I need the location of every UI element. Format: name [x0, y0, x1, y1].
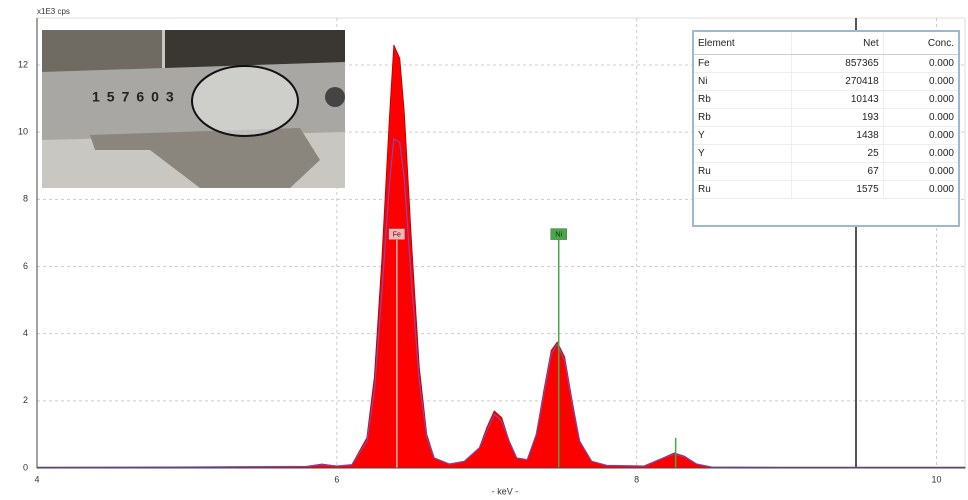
table-cell: 0.000 — [882, 162, 958, 181]
table-cell: 0.000 — [882, 72, 958, 91]
table-row: Ni 270418 0.000 — [694, 72, 958, 91]
marker-label: Ni — [555, 231, 562, 238]
table-cell: 10143 — [791, 90, 884, 109]
table-cell: 0.000 — [882, 180, 958, 199]
column-header: Element — [694, 32, 792, 55]
table-cell: 857365 — [791, 54, 884, 73]
y-tick-label: 6 — [23, 261, 28, 271]
photo-part — [42, 30, 162, 72]
table-cell: 0.000 — [882, 108, 958, 127]
table-header: Element Net Conc. — [694, 32, 958, 55]
x-tick-label: 6 — [334, 474, 339, 484]
table-cell: 0.000 — [882, 90, 958, 109]
y-axis-label: x1E3 cps — [37, 7, 70, 16]
photo-part — [90, 128, 320, 188]
table-cell: 67 — [791, 162, 884, 181]
table-row: Y 1438 0.000 — [694, 126, 958, 145]
photo-screw — [325, 87, 345, 107]
marker-label-box — [388, 228, 406, 240]
table: Element Net Conc. Fe 857365 0.000 Ni 270418 0.00… — [694, 32, 958, 199]
table-cell: 1438 — [791, 126, 884, 145]
table-cell: Ni — [694, 72, 792, 91]
table-cell: 0.000 — [882, 54, 958, 73]
table-cell: 0.000 — [882, 144, 958, 163]
y-tick-label: 8 — [23, 194, 28, 204]
table-row: Y 25 0.000 — [694, 144, 958, 163]
table-cell: 270418 — [791, 72, 884, 91]
y-tick-label: 0 — [23, 462, 28, 472]
x-axis-label: - keV - — [492, 486, 519, 496]
table-cell: Rb — [694, 90, 792, 109]
table-row: Fe 857365 0.000 — [694, 54, 958, 73]
results-table: Element Net Conc. Fe 857365 0.000 Ni 270418 0.00… — [692, 30, 960, 227]
table-cell: Fe — [694, 54, 792, 73]
table-row: Rb 193 0.000 — [694, 108, 958, 127]
column-header: Net — [791, 32, 884, 55]
table-row: Ru 67 0.000 — [694, 162, 958, 181]
y-tick-label: 12 — [18, 59, 28, 69]
table-row: Ru 1575 0.000 — [694, 180, 958, 199]
table-cell: 25 — [791, 144, 884, 163]
table-cell: 193 — [791, 108, 884, 127]
y-tick-label: 4 — [23, 328, 28, 338]
x-tick-label: 8 — [634, 474, 639, 484]
y-tick-label: 2 — [23, 395, 28, 405]
table-cell: Rb — [694, 108, 792, 127]
fit-line — [36, 137, 965, 468]
inset-photo: 157603 — [42, 30, 345, 188]
table-row: Rb 10143 0.000 — [694, 90, 958, 109]
table-cell: Ru — [694, 180, 792, 199]
column-header: Conc. — [882, 32, 958, 55]
x-tick-label: 10 — [932, 474, 942, 484]
y-tick-label: 10 — [18, 127, 28, 137]
x-tick-label: 4 — [34, 474, 39, 484]
table-cell: Y — [694, 126, 792, 145]
table-cell: 0.000 — [882, 126, 958, 145]
table-cell: Y — [694, 144, 792, 163]
highlight-ellipse — [191, 65, 299, 137]
inset-text: 157603 — [92, 89, 181, 105]
table-cell: Ru — [694, 162, 792, 181]
marker-label: Fe — [393, 231, 401, 238]
table-cell: 1575 — [791, 180, 884, 199]
marker-label-box — [550, 228, 567, 240]
